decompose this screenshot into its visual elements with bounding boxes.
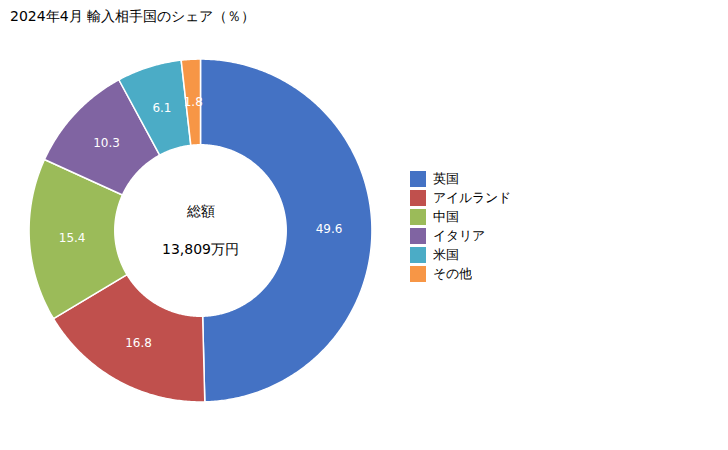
svg-text:10.3: 10.3 xyxy=(93,136,120,150)
html-text:アイルランド: アイルランド xyxy=(432,189,511,205)
svg-text:16.8: 16.8 xyxy=(125,336,152,350)
html-text:英国: 英国 xyxy=(432,170,459,186)
svg-text:1.8: 1.8 xyxy=(184,95,203,109)
html-text:2024年4月 輸入相手国のシェア（％）: 2024年4月 輸入相手国のシェア（％） xyxy=(10,8,255,24)
html-text:米国: 米国 xyxy=(432,246,459,262)
svg-text:15.4: 15.4 xyxy=(59,231,86,245)
svg-text:総額: 総額 xyxy=(186,203,215,219)
html-text:イタリア: イタリア xyxy=(432,227,485,243)
html-text:その他: その他 xyxy=(432,265,472,281)
html-text:中国: 中国 xyxy=(432,208,459,224)
svg-text:6.1: 6.1 xyxy=(152,101,171,115)
svg-text:49.6: 49.6 xyxy=(316,222,343,236)
svg-text:13,809万円: 13,809万円 xyxy=(162,241,239,257)
